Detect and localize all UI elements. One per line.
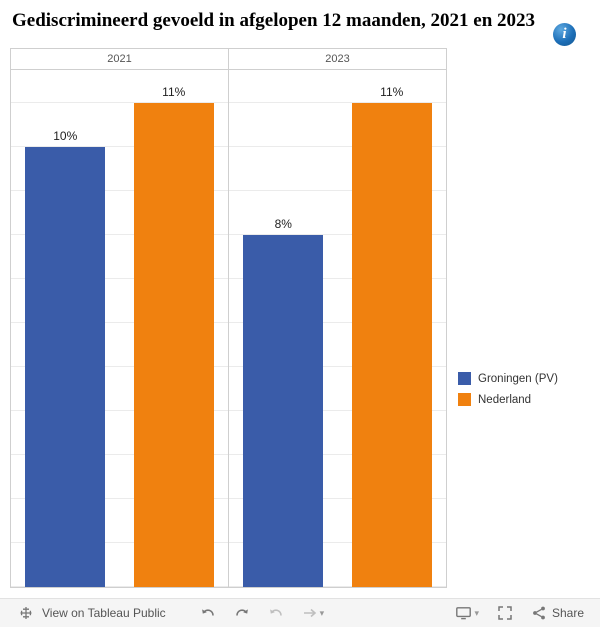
plot-area: 10% 11% (11, 70, 228, 588)
redo-icon[interactable] (234, 605, 250, 621)
bar-groningen-pv-[interactable] (25, 147, 106, 587)
legend-swatch-icon (458, 372, 471, 385)
legend-swatch-icon (458, 393, 471, 406)
bar-groningen-pv-[interactable] (243, 235, 324, 587)
bar-slot: 11% (338, 70, 447, 587)
share-button[interactable]: Share (531, 605, 584, 621)
share-label: Share (551, 606, 584, 620)
history-caret-icon[interactable]: ▾ (319, 607, 325, 618)
bar-slot: 10% (11, 70, 120, 587)
download-caret-icon[interactable]: ▾ (474, 607, 479, 618)
legend-item-groningen-pv-[interactable]: Groningen (PV) (458, 372, 558, 385)
bar-nederland[interactable] (133, 103, 214, 587)
info-icon[interactable]: i (553, 23, 576, 46)
chart-panel-2023: 2023 8% 11% (228, 48, 447, 588)
panel-header: 2023 (229, 48, 446, 70)
title-bar: Gediscrimineerd gevoeld in afgelopen 12 … (0, 0, 600, 46)
undo-icon[interactable] (200, 605, 216, 621)
forward-icon[interactable] (302, 605, 318, 621)
legend: Groningen (PV) Nederland (458, 372, 558, 414)
legend-label: Groningen (PV) (478, 372, 558, 385)
share-icon (531, 605, 547, 621)
fullscreen-icon[interactable] (497, 605, 513, 621)
legend-item-nederland[interactable]: Nederland (458, 393, 558, 406)
panel-header: 2021 (11, 48, 228, 70)
view-on-tableau-link[interactable]: View on Tableau Public (42, 606, 166, 620)
bar-slot: 11% (120, 70, 229, 587)
legend-label: Nederland (478, 393, 532, 406)
bar-value-label: 8% (274, 217, 292, 231)
bar-value-label: 10% (53, 129, 78, 143)
replay-icon[interactable] (268, 605, 284, 621)
download-display-icon[interactable] (455, 605, 472, 621)
bar-nederland[interactable] (351, 103, 432, 587)
plot-area: 8% 11% (229, 70, 446, 588)
bar-value-label: 11% (162, 85, 186, 99)
bar-chart: 2021 10% 11% 2023 8% 11% (10, 48, 447, 588)
chart-panel-2021: 2021 10% 11% (10, 48, 228, 588)
bar-slot: 8% (229, 70, 338, 587)
chart-region: 2021 10% 11% 2023 8% 11% Groningen (PV) Nederl… (0, 46, 600, 588)
tableau-logo-icon[interactable] (18, 605, 34, 621)
chart-title: Gediscrimineerd gevoeld in afgelopen 12 … (12, 10, 536, 31)
tableau-toolbar: View on Tableau Public (0, 598, 600, 627)
bar-value-label: 11% (380, 85, 404, 99)
